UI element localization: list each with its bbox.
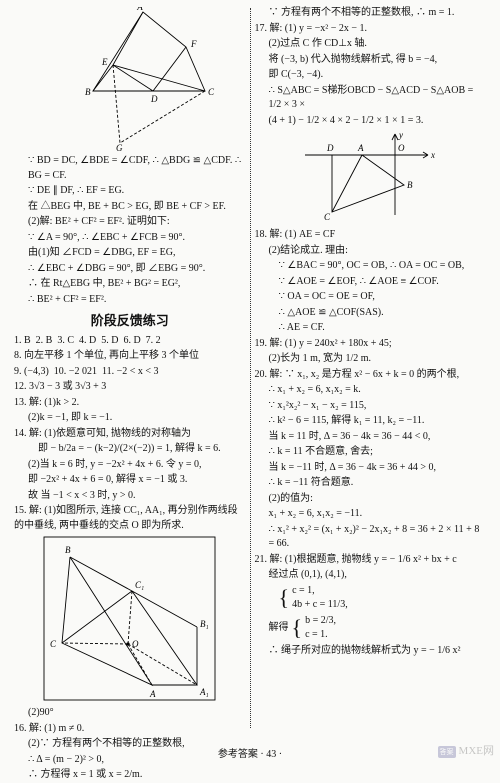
svg-text:C₁: C₁ <box>135 580 144 590</box>
watermark-badge-icon: 答案 <box>438 746 456 758</box>
svg-text:E: E <box>101 57 108 67</box>
text: 即 C(−3, −4). <box>255 68 487 83</box>
text: 由(1)知 ∠FCD = ∠DBG, EF = EG, <box>14 246 246 261</box>
answer-15b: (2)90° <box>14 706 246 721</box>
svg-text:O: O <box>132 639 139 649</box>
svg-text:A: A <box>149 689 156 699</box>
text: 当 k = 11 时, Δ = 36 − 4k = 36 − 44 < 0, <box>255 430 487 445</box>
text: ∵ x₁²x₂² − x₁ − x₂ = 115, <box>255 399 487 414</box>
answer-14d: 即 −2x² + 4x + 6 = 0, 解得 x = −1 或 3. <box>14 473 246 488</box>
answer-19: 19. 解: (1) y = 240x² + 180x + 45; <box>255 337 487 352</box>
answer-14e: 故 当 −1 < x < 3 时, y > 0. <box>14 489 246 504</box>
answer-14b: 即 − b/2a = − (k−2)/(2×(−2)) = 1, 解得 k = … <box>14 442 246 457</box>
figure-2: B C₁ B₁ C A A₁ O <box>14 535 246 703</box>
text: ∵ ∠AOE = ∠EOF, ∴ ∠AOE ≡ ∠COF. <box>255 275 487 290</box>
answer-13: 13. 解: (1)k > 2. <box>14 396 246 411</box>
svg-text:B: B <box>407 180 413 190</box>
text: ∴ 在 Rt△EBG 中, BE² + BG² = EG², <box>14 277 246 292</box>
svg-text:D: D <box>150 94 158 104</box>
svg-text:B: B <box>85 87 91 97</box>
answer-16: 16. 解: (1) m ≠ 0. <box>14 722 246 737</box>
text: ∵ ∠A = 90°, ∴ ∠EBC + ∠FCB = 90°. <box>14 231 246 246</box>
text: 当 k = −11 时, Δ = 36 − 4k = 36 + 44 > 0, <box>255 461 487 476</box>
svg-text:A: A <box>357 143 364 153</box>
watermark: 答案 MXE网 <box>438 744 494 760</box>
answer-12: 12. 3√3 − 3 或 3√3 + 3 <box>14 380 246 395</box>
text: ∵ 方程有两个不相等的正整数根, ∴ m = 1. <box>255 6 487 21</box>
svg-text:C: C <box>208 87 215 97</box>
svg-text:x: x <box>430 150 435 160</box>
text: (2)过点 C 作 CD⊥x 轴. <box>255 37 487 52</box>
page: A F C D B E G ∵ BD = DC, ∠BDE = ∠CDF, ∴ … <box>0 0 500 766</box>
text: ∴ k = 11 不合题意, 舍去; <box>255 445 487 460</box>
svg-text:y: y <box>398 130 403 140</box>
text: (2)长为 1 m, 宽为 1/2 m. <box>255 352 487 367</box>
answer-14c: (2)当 k = 6 时, y = −2x² + 4x + 6. 令 y = 0… <box>14 458 246 473</box>
text: (4 + 1) − 1/2 × 4 × 2 − 1/2 × 1 × 1 = 3. <box>255 114 487 129</box>
text: ∴ k = −11 符合题意. <box>255 476 487 491</box>
equation-system-1: { c = 1, 4b + c = 11/3, <box>255 584 487 613</box>
figure-1: A F C D B E G <box>26 7 246 152</box>
text: x₁ + x₂ = 6, x₁x₂ = −11. <box>255 507 487 522</box>
text: 将 (−3, b) 代入抛物线解析式, 得 b = −4, <box>255 53 487 68</box>
answer-16d: ∴ 方程得 x = 1 或 x = 2/m. <box>14 768 246 783</box>
answer-17: 17. 解: (1) y = −x² − 2x − 1. <box>255 22 487 37</box>
text: ∴ x₁² + x₂² = (x₁ + x₂)² − 2x₁x₂ + 8 = 3… <box>255 523 487 552</box>
text: ∴ BE² + CF² = EF². <box>14 293 246 308</box>
text: (2)的值为: <box>255 492 487 507</box>
svg-text:A: A <box>137 7 144 12</box>
answer-18: 18. 解: (1) AE = CF <box>255 228 487 243</box>
text: 经过点 (0,1), (4,1), <box>255 568 487 583</box>
answer-8: 8. 向左平移 1 个单位, 再向上平移 3 个单位 <box>14 349 246 364</box>
text: (2)结论成立. 理由: <box>255 244 487 259</box>
svg-text:C: C <box>324 212 331 222</box>
svg-text:A₁: A₁ <box>199 687 209 697</box>
page-footer: 参考答案 · 43 · <box>0 748 500 763</box>
svg-text:C: C <box>50 639 57 649</box>
text: ∴ x₁ + x₂ = 6, x₁x₂ = k. <box>255 383 487 398</box>
svg-text:D: D <box>326 143 334 153</box>
text: ∵ DE ∥ DF, ∴ EF = EG. <box>14 184 246 199</box>
text: ∵ OA = OC = OE = OF, <box>255 290 487 305</box>
text: 在 △BEG 中, BE + BC > EG, 即 BE + CF > EF. <box>14 200 246 215</box>
text: ∵ BD = DC, ∠BDE = ∠CDF, ∴ △BDG ≌ △CDF. ∴… <box>14 154 246 183</box>
text: ∴ 绳子所对应的抛物线解析式为 y = − 1/6 x² <box>255 644 487 659</box>
sys2b: c = 1. <box>305 628 336 643</box>
answer-9-11: 9. (−4,3) 10. −2 021 11. −2 < x < 3 <box>14 365 246 380</box>
answer-14: 14. 解: (1)依题意可知, 抛物线的对称轴为 <box>14 427 246 442</box>
sys1b: 4b + c = 11/3, <box>292 598 348 613</box>
answers-1-7: 1. B 2. B 3. C 4. D 5. D 6. D 7. 2 <box>14 334 246 349</box>
text: ∴ k² − 6 = 115, 解得 k₁ = 11, k₂ = −11. <box>255 414 487 429</box>
answer-15: 15. 解: (1)如图所示, 连接 CC₁, AA₁, 再分别作两线段的中垂线… <box>14 504 246 533</box>
section-title: 阶段反馈练习 <box>14 312 246 331</box>
svg-text:O: O <box>398 143 405 153</box>
right-column: ∵ 方程有两个不相等的正整数根, ∴ m = 1. 17. 解: (1) y =… <box>251 6 491 742</box>
answer-21: 21. 解: (1)根据题意, 抛物线 y = − 1/6 x² + bx + … <box>255 553 487 568</box>
svg-text:B: B <box>65 545 71 555</box>
text: ∴ ∠EBC + ∠DBG = 90°, 即 ∠EBG = 90°. <box>14 262 246 277</box>
watermark-text: MXE网 <box>459 744 494 760</box>
svg-text:F: F <box>190 39 197 49</box>
sys2a: b = 2/3, <box>305 614 336 629</box>
sys1a: c = 1, <box>292 584 348 599</box>
text: (2)解: BE² + CF² = EF². 证明如下: <box>14 215 246 230</box>
svg-text:G: G <box>116 143 123 152</box>
solve-label: 解得 { b = 2/3, c = 1. <box>255 614 487 643</box>
answer-13b: (2)k = −1, 即 k = −1. <box>14 411 246 426</box>
svg-text:B₁: B₁ <box>200 619 209 629</box>
text: ∴ AE = CF. <box>255 321 487 336</box>
left-column: A F C D B E G ∵ BD = DC, ∠BDE = ∠CDF, ∴ … <box>10 6 250 742</box>
text: ∴ S△ABC = S梯形OBCD − S△ACD − S△AOB = 1/2 … <box>255 84 487 113</box>
figure-3: x y D A O B C <box>255 130 487 225</box>
text: ∵ ∠BAC = 90°, OC = OB, ∴ OA = OC = OB, <box>255 259 487 274</box>
answer-20: 20. 解: ∵ x₁, x₂ 是方程 x² − 6x + k = 0 的两个根… <box>255 368 487 383</box>
text: ∴ △AOE ≌ △COF(SAS). <box>255 306 487 321</box>
